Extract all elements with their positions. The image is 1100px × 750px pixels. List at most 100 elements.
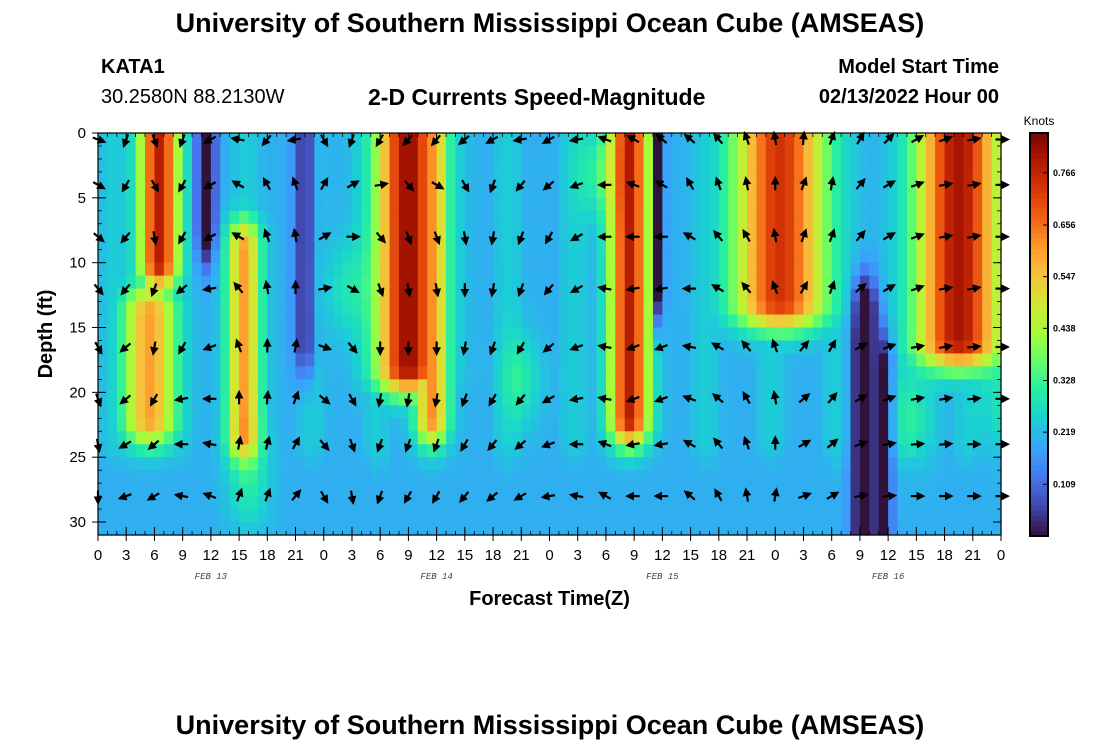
current-arrow: [938, 284, 954, 293]
heatmap-cell: [972, 353, 983, 368]
heatmap-cell: [248, 197, 259, 212]
heatmap-cell: [239, 509, 250, 523]
colorbar-segment: [1030, 455, 1048, 462]
heatmap-cell: [737, 327, 748, 342]
heatmap-cell: [210, 145, 221, 160]
heatmap-cell: [314, 184, 325, 199]
heatmap-cell: [239, 405, 250, 419]
heatmap-cell: [286, 444, 297, 458]
heatmap-cell: [267, 184, 278, 199]
heatmap-cell: [765, 210, 776, 225]
heatmap-cell: [859, 133, 870, 147]
heatmap-cell: [257, 392, 268, 406]
heatmap-cell: [897, 470, 908, 484]
x-tick-label: 12: [654, 547, 671, 564]
heatmap-cell: [634, 366, 645, 380]
heatmap-cell: [342, 522, 353, 536]
heatmap-cell: [483, 327, 494, 342]
heatmap-cell: [304, 496, 315, 510]
heatmap-cell: [624, 288, 635, 303]
heatmap-cell: [615, 223, 626, 238]
colorbar-segment: [1030, 133, 1048, 139]
heatmap-cell: [737, 262, 748, 277]
heatmap-cell: [502, 418, 513, 432]
heatmap-cell: [982, 133, 993, 147]
heatmap-cell: [869, 184, 880, 199]
heatmap-cell: [643, 249, 654, 264]
heatmap-cell: [794, 327, 805, 342]
heatmap-cell: [784, 145, 795, 160]
colorbar-tick-label: 0.219: [1053, 427, 1076, 437]
heatmap-cell: [229, 314, 240, 329]
heatmap-cell: [502, 522, 513, 536]
heatmap-cell: [747, 353, 758, 368]
heatmap-cell: [718, 210, 729, 225]
current-arrow: [568, 394, 584, 404]
heatmap-cell: [662, 418, 673, 432]
heatmap-cell: [869, 509, 880, 523]
heatmap-cell: [530, 327, 541, 342]
colorbar-segment: [1030, 470, 1048, 477]
heatmap-cell: [182, 470, 193, 484]
heatmap-cell: [878, 327, 889, 342]
heatmap-cell: [474, 327, 485, 342]
heatmap-cell: [370, 418, 381, 432]
heatmap-cell: [671, 379, 682, 393]
current-arrow: [967, 284, 982, 293]
day-label: FEB 13: [195, 572, 228, 582]
heatmap-cell: [192, 444, 203, 458]
heatmap-cell: [210, 314, 221, 329]
heatmap-cell: [276, 288, 287, 303]
x-tick-label: 18: [259, 547, 276, 564]
heatmap-cell: [389, 405, 400, 419]
heatmap-cell: [342, 444, 353, 458]
current-arrow: [515, 393, 526, 406]
current-arrow: [375, 231, 386, 244]
heatmap-cell: [963, 301, 974, 316]
heatmap-cell: [286, 457, 297, 471]
heatmap-cell: [540, 509, 551, 523]
heatmap-cell: [220, 210, 231, 225]
heatmap-cell: [314, 275, 325, 290]
heatmap-cell: [145, 366, 156, 380]
heatmap-cell: [784, 457, 795, 471]
current-arrow: [202, 342, 217, 352]
heatmap-cell: [182, 366, 193, 380]
heatmap-cell: [399, 145, 410, 160]
heatmap-cell: [775, 353, 786, 368]
heatmap-cell: [859, 210, 870, 225]
heatmap-cell: [925, 431, 936, 445]
heatmap-cell: [154, 197, 165, 212]
heatmap-cell: [747, 418, 758, 432]
heatmap-cell: [888, 509, 899, 523]
heatmap-cell: [333, 133, 344, 147]
heatmap-cell: [728, 483, 739, 497]
heatmap-cell: [718, 483, 729, 497]
heatmap-cell: [135, 288, 146, 303]
heatmap-cell: [963, 457, 974, 471]
heatmap-cell: [163, 457, 174, 471]
heatmap-cell: [709, 262, 720, 277]
heatmap-cell: [953, 431, 964, 445]
heatmap-cell: [295, 145, 306, 160]
current-arrow: [146, 492, 160, 501]
heatmap-cell: [747, 366, 758, 380]
heatmap-cell: [493, 197, 504, 212]
current-arrow: [347, 133, 357, 148]
heatmap-cell: [690, 184, 701, 199]
heatmap-cell: [982, 314, 993, 329]
heatmap-cell: [295, 133, 306, 147]
current-arrow: [742, 391, 751, 405]
heatmap-cell: [248, 249, 259, 264]
current-arrow: [686, 177, 695, 191]
heatmap-cell: [389, 327, 400, 342]
colorbar-segment: [1030, 430, 1048, 436]
heatmap-cell: [831, 431, 842, 445]
heatmap-cell: [248, 470, 259, 484]
heatmap-cell: [841, 431, 852, 445]
heatmap-cell: [220, 470, 231, 484]
heatmap-cell: [953, 509, 964, 523]
heatmap-cell: [370, 314, 381, 329]
heatmap-cell: [267, 366, 278, 380]
heatmap-cell: [897, 145, 908, 160]
